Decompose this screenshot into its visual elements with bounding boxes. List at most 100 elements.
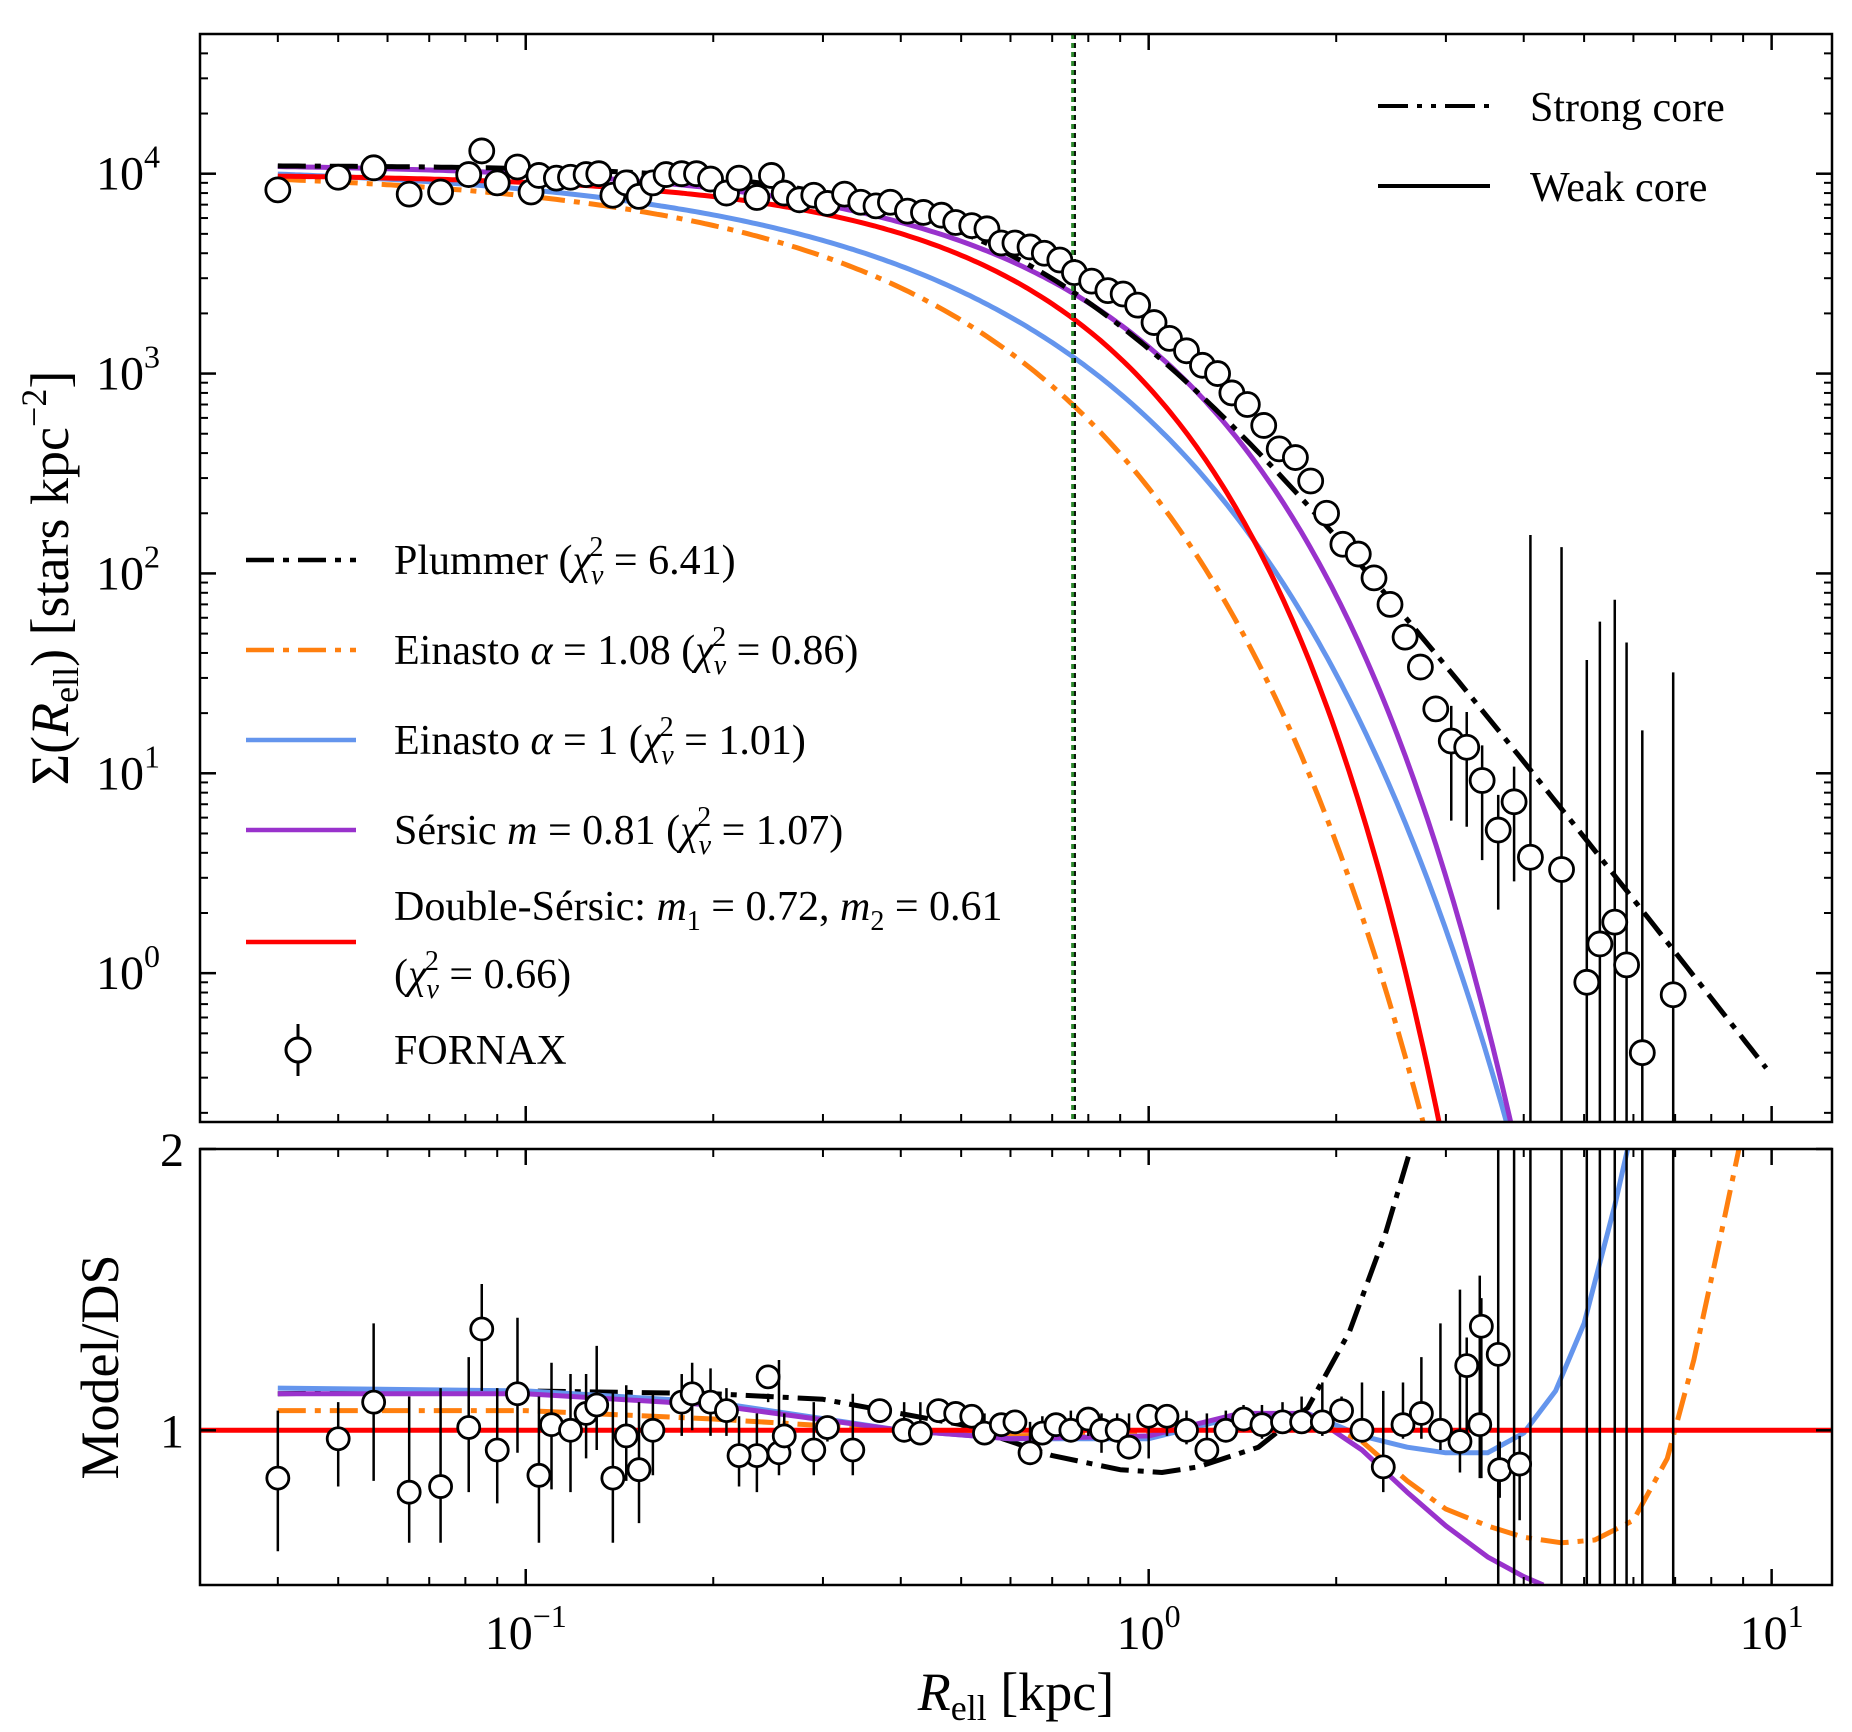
ratio-point <box>1249 1412 1275 1438</box>
data-point <box>1453 733 1481 761</box>
data-point <box>1484 816 1512 844</box>
data-point <box>1517 843 1544 871</box>
data-point <box>483 169 511 197</box>
ratio-point <box>714 1398 739 1423</box>
data-point <box>1548 856 1575 883</box>
ratio-point <box>584 1392 610 1418</box>
ratio-point <box>771 1423 797 1449</box>
x-axis-label: Rell [kpc] <box>917 1662 1114 1728</box>
ratio-point <box>1447 1429 1473 1454</box>
data-point <box>1313 499 1340 527</box>
ratio-point <box>815 1415 840 1440</box>
main-axes-frame <box>198 32 1834 1124</box>
ratio-point <box>907 1420 933 1446</box>
ratio-point <box>428 1474 453 1499</box>
x-tick-label: 101 <box>1740 1598 1804 1660</box>
ratio-point <box>526 1462 552 1488</box>
data-point <box>1376 590 1404 618</box>
data-point <box>455 161 483 188</box>
data-point <box>1204 360 1231 387</box>
data-point <box>324 163 352 191</box>
ratio-point <box>361 1389 387 1415</box>
ratio-axes-frame <box>198 1147 1834 1587</box>
ratio-point <box>1428 1417 1453 1443</box>
ratio-point <box>1454 1353 1480 1378</box>
ratio-point <box>613 1423 639 1449</box>
data-point <box>1140 309 1168 336</box>
einasto-108-legend-label: Einasto α = 1.08 (χν2 = 0.86) <box>394 622 858 681</box>
x-tick-label: 10−1 <box>485 1598 567 1660</box>
ratio-point <box>840 1437 866 1463</box>
ratio-panel: 10−1 100 101 1 2 Model/DS <box>70 1124 1834 1660</box>
data-point <box>1628 1039 1656 1067</box>
ratio-point <box>1329 1398 1354 1423</box>
ratio-point <box>1194 1437 1220 1463</box>
ratio-point <box>1408 1401 1434 1426</box>
double-sersic-legend-label: Double-Sérsic: m1 = 0.72, m2 = 0.61 <box>394 884 1003 937</box>
ratio-point <box>1017 1440 1043 1466</box>
data-point <box>1282 444 1309 471</box>
fornax-data-points <box>264 137 1687 1067</box>
ratio-point <box>867 1398 893 1423</box>
ratio-point <box>265 1465 291 1491</box>
x-tick-label: 100 <box>1117 1598 1181 1660</box>
ratio-point <box>1174 1417 1199 1443</box>
ratio-point <box>1390 1412 1416 1438</box>
ratio-point <box>505 1381 530 1407</box>
main-model-curves <box>277 163 1769 1122</box>
y-tick-label: 101 <box>96 738 160 800</box>
data-point <box>360 154 388 182</box>
ratio-point <box>1487 1457 1513 1483</box>
data-point <box>743 184 771 211</box>
y-tick-label: 100 <box>96 938 160 1000</box>
ratio-y-axis-label: Model/DS <box>70 1254 130 1479</box>
ratio-point <box>1154 1403 1180 1429</box>
data-point <box>1601 908 1629 936</box>
plummer-ratio-curve <box>277 1149 1414 1475</box>
ratio-y-tick-label: 2 <box>160 1124 184 1177</box>
ratio-point <box>801 1437 827 1463</box>
ratio-point <box>1116 1434 1142 1460</box>
data-point <box>1573 968 1601 996</box>
data-point <box>1124 291 1152 319</box>
ratio-point <box>1058 1417 1084 1443</box>
ratio-point <box>1507 1451 1533 1477</box>
ratio-point <box>959 1403 985 1429</box>
data-point <box>585 160 613 188</box>
double-sersic-legend-label-line2: (χν2 = 0.66) <box>394 946 571 1005</box>
data-point <box>725 164 753 192</box>
ratio-point <box>1104 1417 1130 1443</box>
data-point <box>1613 951 1640 979</box>
model-legend: Plummer (χν2 = 6.41) Einasto α = 1.08 (χ… <box>246 532 1003 1076</box>
einasto-108-curve <box>277 176 1426 1122</box>
data-point <box>264 176 292 204</box>
ratio-point <box>1349 1417 1375 1443</box>
ratio-point <box>1289 1409 1315 1435</box>
weak-core-legend-label: Weak core <box>1530 165 1707 211</box>
data-point <box>758 162 785 189</box>
data-point <box>468 137 496 165</box>
ratio-point <box>640 1417 666 1443</box>
main-axis-ticks: 100 101 102 103 104 <box>96 34 1832 1122</box>
y-tick-label: 102 <box>96 538 160 600</box>
data-point <box>1406 653 1434 681</box>
ratio-point <box>558 1417 583 1443</box>
ratio-point <box>396 1479 422 1505</box>
core-radius-lines <box>1071 34 1076 1122</box>
ratio-point <box>1370 1454 1396 1480</box>
ratio-point <box>325 1426 351 1452</box>
plummer-legend-label: Plummer (χν2 = 6.41) <box>394 532 736 591</box>
data-point <box>1586 930 1614 958</box>
fornax-legend-label: FORNAX <box>394 1028 567 1074</box>
surface-density-panel: 100 101 102 103 104 Σ(Rell) [stars kpc−2] St… <box>14 32 1834 1124</box>
ratio-point <box>755 1364 781 1390</box>
ratio-point <box>1309 1409 1335 1435</box>
ratio-point <box>1213 1417 1239 1443</box>
ratio-point <box>1485 1341 1511 1367</box>
ratio-data-points <box>265 1313 1533 1505</box>
data-point <box>427 178 454 206</box>
ratio-point <box>726 1443 752 1469</box>
ratio-point <box>1002 1409 1028 1435</box>
ratio-point <box>1468 1313 1494 1339</box>
